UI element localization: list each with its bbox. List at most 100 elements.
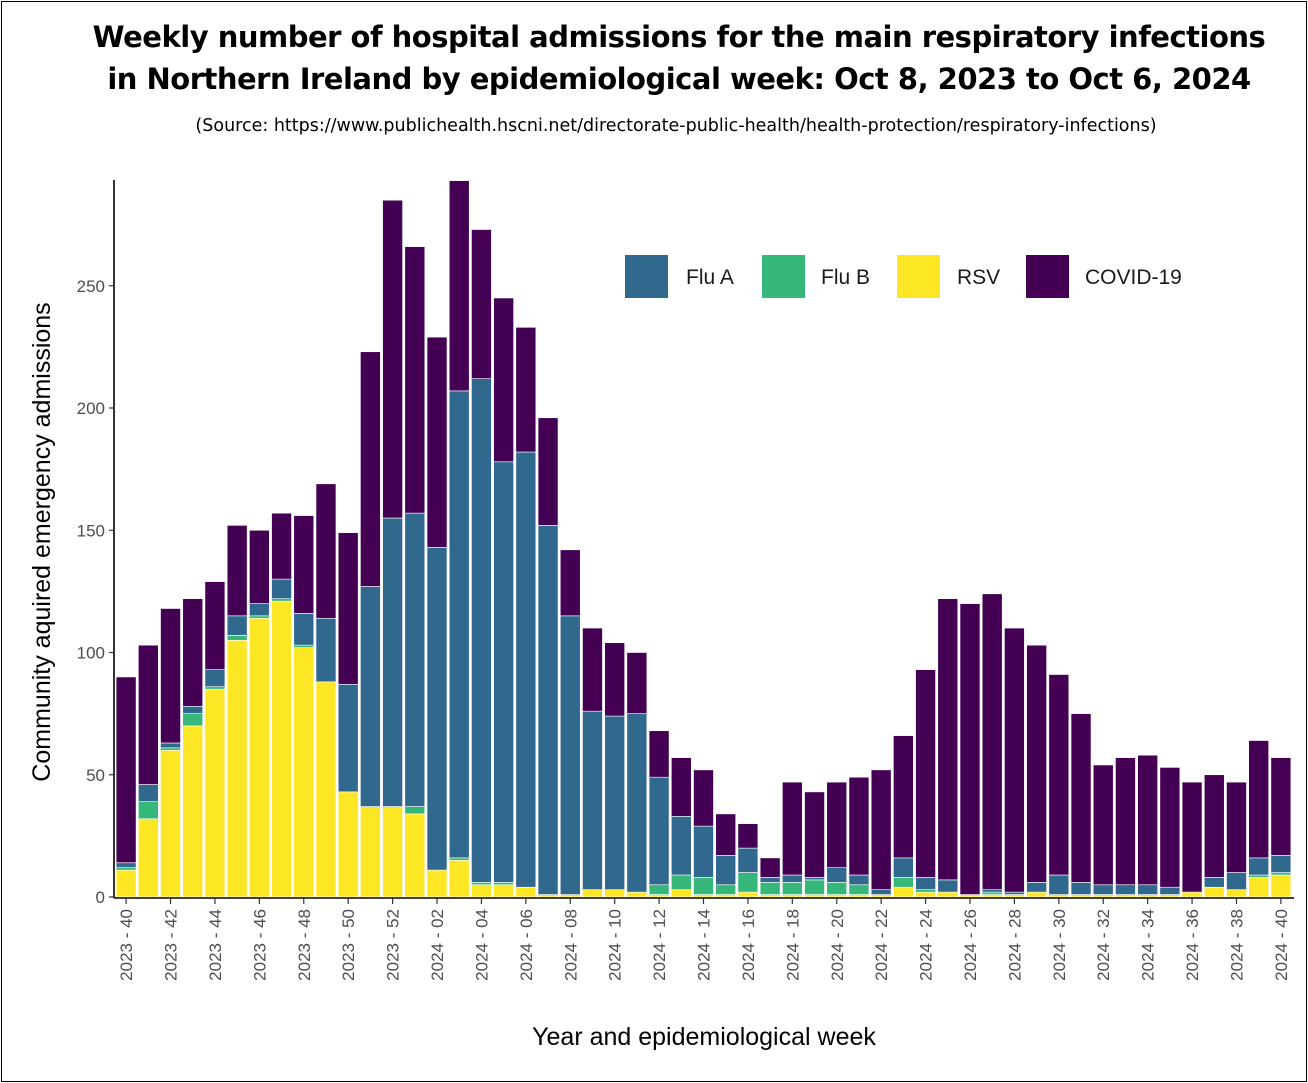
bar-covid-19-2024-07 — [537, 417, 559, 526]
bar-covid-19-2024-10 — [604, 642, 625, 717]
bar-flu-a-2024-22 — [870, 889, 892, 895]
bar-covid-19-2023-52 — [382, 199, 403, 519]
bar-flu-a-2024-30 — [1048, 874, 1070, 895]
x-tick-label-2024-34: 2024 - 34 — [1139, 909, 1158, 981]
bar-rsv-2023-43 — [182, 725, 204, 898]
bar-flu-a-2024-23 — [893, 857, 914, 878]
bar-covid-19-2023-46 — [249, 529, 270, 604]
bar-covid-19-2024-36 — [1181, 781, 1203, 893]
bar-covid-19-2024-29 — [1026, 644, 1047, 883]
bar-rsv-2024-36 — [1181, 891, 1203, 898]
x-tick-label-2024-02: 2024 - 02 — [428, 909, 447, 981]
bar-rsv-2024-13 — [670, 889, 692, 898]
bar-covid-19-2024-19 — [804, 791, 825, 878]
bar-covid-19-2024-21 — [848, 776, 870, 876]
bar-flu-a-2023-42 — [160, 742, 181, 749]
bar-flu-a-2024-19 — [804, 877, 825, 881]
bar-flu-a-2024-06 — [515, 451, 537, 888]
bar-covid-19-2024-33 — [1115, 757, 1136, 886]
bar-flu-b-2023-45 — [226, 635, 248, 641]
bar-covid-19-2024-12 — [648, 730, 670, 778]
bar-rsv-2024-35 — [1159, 894, 1181, 898]
bar-covid-19-2024-18 — [782, 781, 803, 876]
bar-rsv-2024-11 — [626, 891, 648, 898]
bar-rsv-2024-28 — [1004, 894, 1025, 898]
bar-flu-a-2024-18 — [782, 874, 803, 883]
bar-covid-19-2023-47 — [271, 512, 292, 580]
bar-flu-b-2024-20 — [826, 882, 848, 895]
bar-flu-b-2023-41 — [138, 801, 159, 820]
bar-covid-19-2023-45 — [226, 525, 248, 617]
bar-rsv-2023-44 — [204, 688, 226, 898]
bar-covid-19-2024-16 — [737, 823, 759, 849]
y-tick-label-250: 250 — [77, 277, 105, 296]
bar-flu-b-2024-17 — [759, 882, 781, 895]
bar-flu-a-2023-51 — [360, 586, 381, 807]
bar-covid-19-2024-17 — [759, 857, 781, 878]
legend-label-covid-19: COVID-19 — [1085, 266, 1182, 289]
bar-rsv-2024-39 — [1248, 877, 1269, 898]
legend-swatch-flu-a — [625, 255, 668, 298]
bar-flu-a-2024-31 — [1070, 882, 1092, 895]
bar-rsv-2023-52 — [382, 806, 403, 898]
y-tick-label-200: 200 — [77, 399, 105, 418]
bar-flu-b-2024-12 — [648, 884, 670, 895]
y-tick-label-50: 50 — [86, 766, 105, 785]
bar-flu-b-2024-27 — [981, 891, 1003, 895]
bar-rsv-2024-32 — [1092, 894, 1114, 898]
bar-flu-a-2024-38 — [1226, 872, 1247, 890]
bar-flu-a-2024-02 — [426, 547, 448, 871]
x-tick-label-2024-06: 2024 - 06 — [517, 909, 536, 981]
bar-covid-19-2024-30 — [1048, 674, 1070, 876]
bar-covid-19-2023-51 — [360, 351, 381, 587]
bar-covid-19-2024-34 — [1137, 754, 1158, 886]
x-tick-label-2023-52: 2023 - 52 — [384, 909, 403, 981]
legend-swatch-flu-b — [762, 255, 805, 298]
bar-flu-b-2024-21 — [848, 884, 870, 895]
bar-flu-a-2023-49 — [315, 617, 337, 683]
bars-layer — [115, 180, 1292, 898]
bar-covid-19-2024-03 — [448, 180, 470, 392]
bar-flu-a-2024-37 — [1203, 877, 1225, 888]
bar-flu-a-2023-47 — [271, 578, 292, 600]
chart-title-line-1: Weekly number of hospital admissions for… — [92, 20, 1266, 54]
bar-rsv-2024-08 — [559, 894, 581, 898]
bar-flu-a-2023-48 — [293, 613, 315, 646]
bar-covid-19-2024-28 — [1004, 627, 1025, 893]
legend: Flu A Flu B RSV COVID-19 — [625, 255, 1182, 298]
bar-flu-a-2024-17 — [759, 877, 781, 883]
bar-flu-b-2024-14 — [693, 877, 714, 895]
legend-label-flu-b: Flu B — [821, 266, 870, 289]
bar-rsv-2023-51 — [360, 806, 381, 898]
bar-flu-a-2024-04 — [471, 378, 492, 883]
bar-rsv-2024-01 — [404, 813, 426, 898]
legend-swatch-covid-19 — [1026, 255, 1069, 298]
bar-flu-b-2024-04 — [471, 882, 492, 886]
axes-layer: 0 50 100 150 200 250 2023 - 40 2023 - 42 2023 - … — [77, 180, 1294, 981]
bar-covid-19-2024-27 — [981, 593, 1003, 890]
bar-flu-a-2024-21 — [848, 874, 870, 886]
bar-flu-a-2024-07 — [537, 525, 559, 895]
bar-covid-19-2024-32 — [1092, 764, 1114, 886]
bar-flu-a-2024-35 — [1159, 886, 1181, 895]
chart-title-line-2: in Northern Ireland by epidemiological w… — [107, 62, 1251, 96]
bar-covid-19-2024-15 — [715, 813, 737, 856]
bar-covid-19-2024-23 — [893, 735, 914, 859]
bar-covid-19-2024-40 — [1270, 757, 1292, 856]
bar-flu-a-2024-09 — [582, 710, 603, 890]
legend-label-rsv: RSV — [957, 266, 1000, 289]
bar-rsv-2024-24 — [915, 891, 936, 898]
bar-flu-a-2024-40 — [1270, 855, 1292, 873]
bar-rsv-2023-47 — [271, 600, 292, 898]
bar-covid-19-2023-41 — [138, 644, 159, 785]
x-tick-label-2024-14: 2024 - 14 — [695, 909, 714, 981]
bar-covid-19-2024-22 — [870, 769, 892, 890]
bar-flu-a-2024-27 — [981, 889, 1003, 893]
bar-flu-a-2023-52 — [382, 517, 403, 807]
bar-flu-b-2024-03 — [448, 857, 470, 861]
bar-covid-19-2024-35 — [1159, 767, 1181, 888]
bar-rsv-2024-38 — [1226, 889, 1247, 898]
bar-covid-19-2024-39 — [1248, 740, 1269, 859]
legend-swatch-rsv — [897, 255, 940, 298]
